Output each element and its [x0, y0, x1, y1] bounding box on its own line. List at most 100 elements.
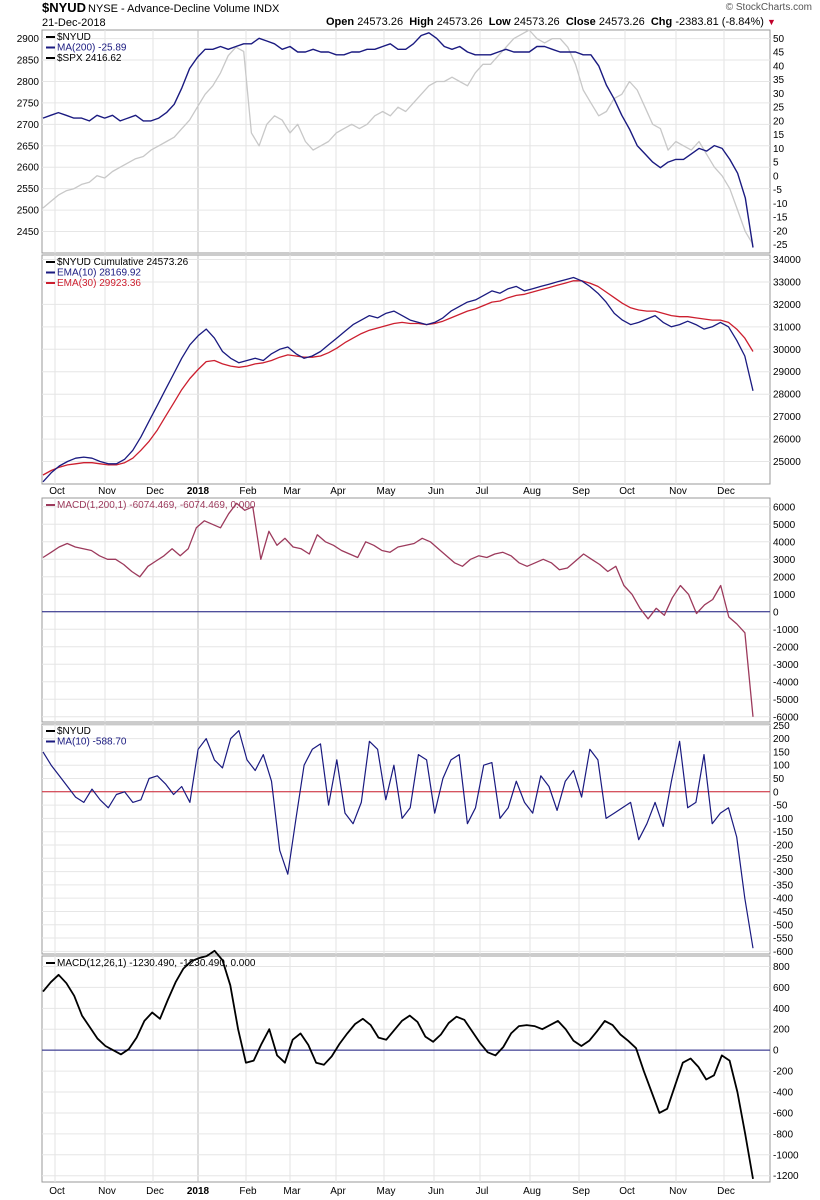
close-label: Close: [565, 16, 596, 28]
y-tick-label: 2450: [17, 227, 40, 238]
legend-entry: MACD(1,200,1) -6074.469, -6074.469, 0.00…: [57, 500, 256, 511]
x-tick-label: Oct: [49, 486, 65, 497]
y-tick-label: -4000: [773, 677, 799, 688]
y-tick-label: -550: [773, 934, 793, 945]
ema30-line: [42, 280, 754, 476]
y-tick-label: 28000: [773, 390, 801, 401]
y-tick-label: -600: [773, 1108, 793, 1119]
y-tick-label: 2600: [17, 163, 40, 174]
ma200-line: [42, 32, 754, 248]
low-label: Low: [488, 16, 511, 28]
y-tick-label: 31000: [773, 322, 801, 333]
y-tick-label: 34000: [773, 255, 801, 266]
high-label: High: [409, 16, 434, 28]
y-tick-label: 2750: [17, 98, 40, 109]
y-tick-label-right: 30: [773, 89, 785, 100]
panel-5: -1200 -1000 -800 -600 -400 -200 0 200 400 600 800 M…: [41, 955, 799, 1183]
x-tick-label: 2018: [187, 1186, 210, 1197]
month-axis: Oct Nov Dec 2018 Feb Mar Apr May Jun Jul Aug Sep Oct…: [49, 486, 735, 497]
legend-entry: $SPX 2416.62: [57, 53, 122, 64]
x-tick-label: Sep: [572, 1186, 590, 1197]
macd-12-26-line: [42, 949, 754, 1180]
macd-1-200-line: [42, 502, 754, 717]
y-tick-label: 400: [773, 1004, 790, 1015]
y-tick-label: -1200: [773, 1171, 799, 1182]
y-tick-label: 1000: [773, 590, 796, 601]
y-tick-label-right: 25: [773, 103, 785, 114]
ma10-line: [42, 730, 754, 949]
legend-entry: MA(200) -25.89: [57, 43, 127, 54]
low-value: 24573.26: [513, 16, 560, 28]
y-tick-label: -3000: [773, 660, 799, 671]
panel-frame: [41, 955, 771, 1183]
y-tick-label: 0: [773, 1046, 779, 1057]
y-tick-label: -5000: [773, 695, 799, 706]
x-tick-label: Oct: [619, 1186, 635, 1197]
x-tick-label: Nov: [98, 1186, 116, 1197]
panel-frame: [41, 497, 771, 723]
y-tick-label: 100: [773, 761, 790, 772]
month-axis: Oct Nov Dec 2018 Feb Mar Apr May Jun Jul Aug Sep Oct…: [49, 1186, 735, 1197]
x-tick-label: Jun: [428, 1186, 444, 1197]
y-tick-label: -100: [773, 814, 793, 825]
y-tick-label: -300: [773, 867, 793, 878]
y-tick-label: 200: [773, 1025, 790, 1036]
x-tick-label: Jul: [476, 1186, 489, 1197]
y-tick-label: 2550: [17, 184, 40, 195]
legend-entry: $NYUD Cumulative 24573.26: [57, 257, 189, 268]
chg-label: Chg: [650, 16, 673, 28]
y-tick-label: 3000: [773, 555, 796, 566]
y-tick-label-right: 15: [773, 130, 785, 141]
y-tick-label-right: 5: [773, 158, 779, 169]
x-tick-label: Nov: [669, 1186, 687, 1197]
y-tick-label: -1000: [773, 1150, 799, 1161]
y-tick-label: -1000: [773, 625, 799, 636]
y-tick-label: 250: [773, 721, 790, 732]
x-tick-label: Apr: [330, 1186, 346, 1197]
y-tick-label: 27000: [773, 412, 801, 423]
x-tick-label: Dec: [717, 486, 735, 497]
y-tick-label: -450: [773, 907, 793, 918]
y-tick-label: 2650: [17, 141, 40, 152]
y-tick-label: 26000: [773, 435, 801, 446]
y-tick-label: 5000: [773, 520, 796, 531]
panel-frame: [41, 29, 771, 254]
y-tick-label-right: 35: [773, 75, 785, 86]
legend-entry: EMA(10) 28169.92: [57, 268, 141, 279]
y-tick-label-right: 0: [773, 171, 779, 182]
y-tick-label-right: -25: [773, 240, 788, 251]
legend-entry: MA(10) -588.70: [57, 737, 127, 748]
y-tick-label: -150: [773, 827, 793, 838]
spx-line: [42, 29, 754, 245]
y-tick-label: 2500: [17, 206, 40, 217]
panel-1: 2450250025502600265027002750280028502900…: [17, 29, 788, 254]
y-tick-label: 4000: [773, 537, 796, 548]
ohlc-readout: Open 24573.26 High 24573.26 Low 24573.26…: [326, 16, 776, 28]
brand-label: © StockCharts.com: [725, 2, 812, 13]
y-tick-label: -350: [773, 880, 793, 891]
close-value: 24573.26: [598, 16, 645, 28]
legend-entry: EMA(30) 29923.36: [57, 278, 141, 289]
open-label: Open: [326, 16, 355, 28]
x-tick-label: May: [377, 1186, 396, 1197]
y-tick-label: 32000: [773, 300, 801, 311]
legend-entry: $NYUD: [57, 726, 91, 737]
y-tick-label: 2700: [17, 120, 40, 131]
legend-entry: MACD(12,26,1) -1230.490, -1230.490, 0.00…: [57, 958, 256, 969]
x-tick-label: Mar: [283, 486, 301, 497]
y-tick-label: 25000: [773, 457, 801, 468]
x-tick-label: May: [377, 486, 396, 497]
legend-entry: $NYUD: [57, 32, 91, 43]
y-tick-label: 600: [773, 983, 790, 994]
y-tick-label: 2900: [17, 34, 40, 45]
y-tick-label: -800: [773, 1129, 793, 1140]
y-tick-label: -250: [773, 854, 793, 865]
panel-2: 25000 26000 27000 28000 29000 30000 31000 32000…: [41, 254, 801, 485]
symbol-description: NYSE - Advance-Decline Volume INDX: [88, 3, 280, 15]
x-tick-label: Dec: [717, 1186, 735, 1197]
x-tick-label: Sep: [572, 486, 590, 497]
y-tick-label: 0: [773, 787, 779, 798]
y-tick-label-right: -5: [773, 185, 782, 196]
y-tick-label-right: 45: [773, 48, 785, 59]
